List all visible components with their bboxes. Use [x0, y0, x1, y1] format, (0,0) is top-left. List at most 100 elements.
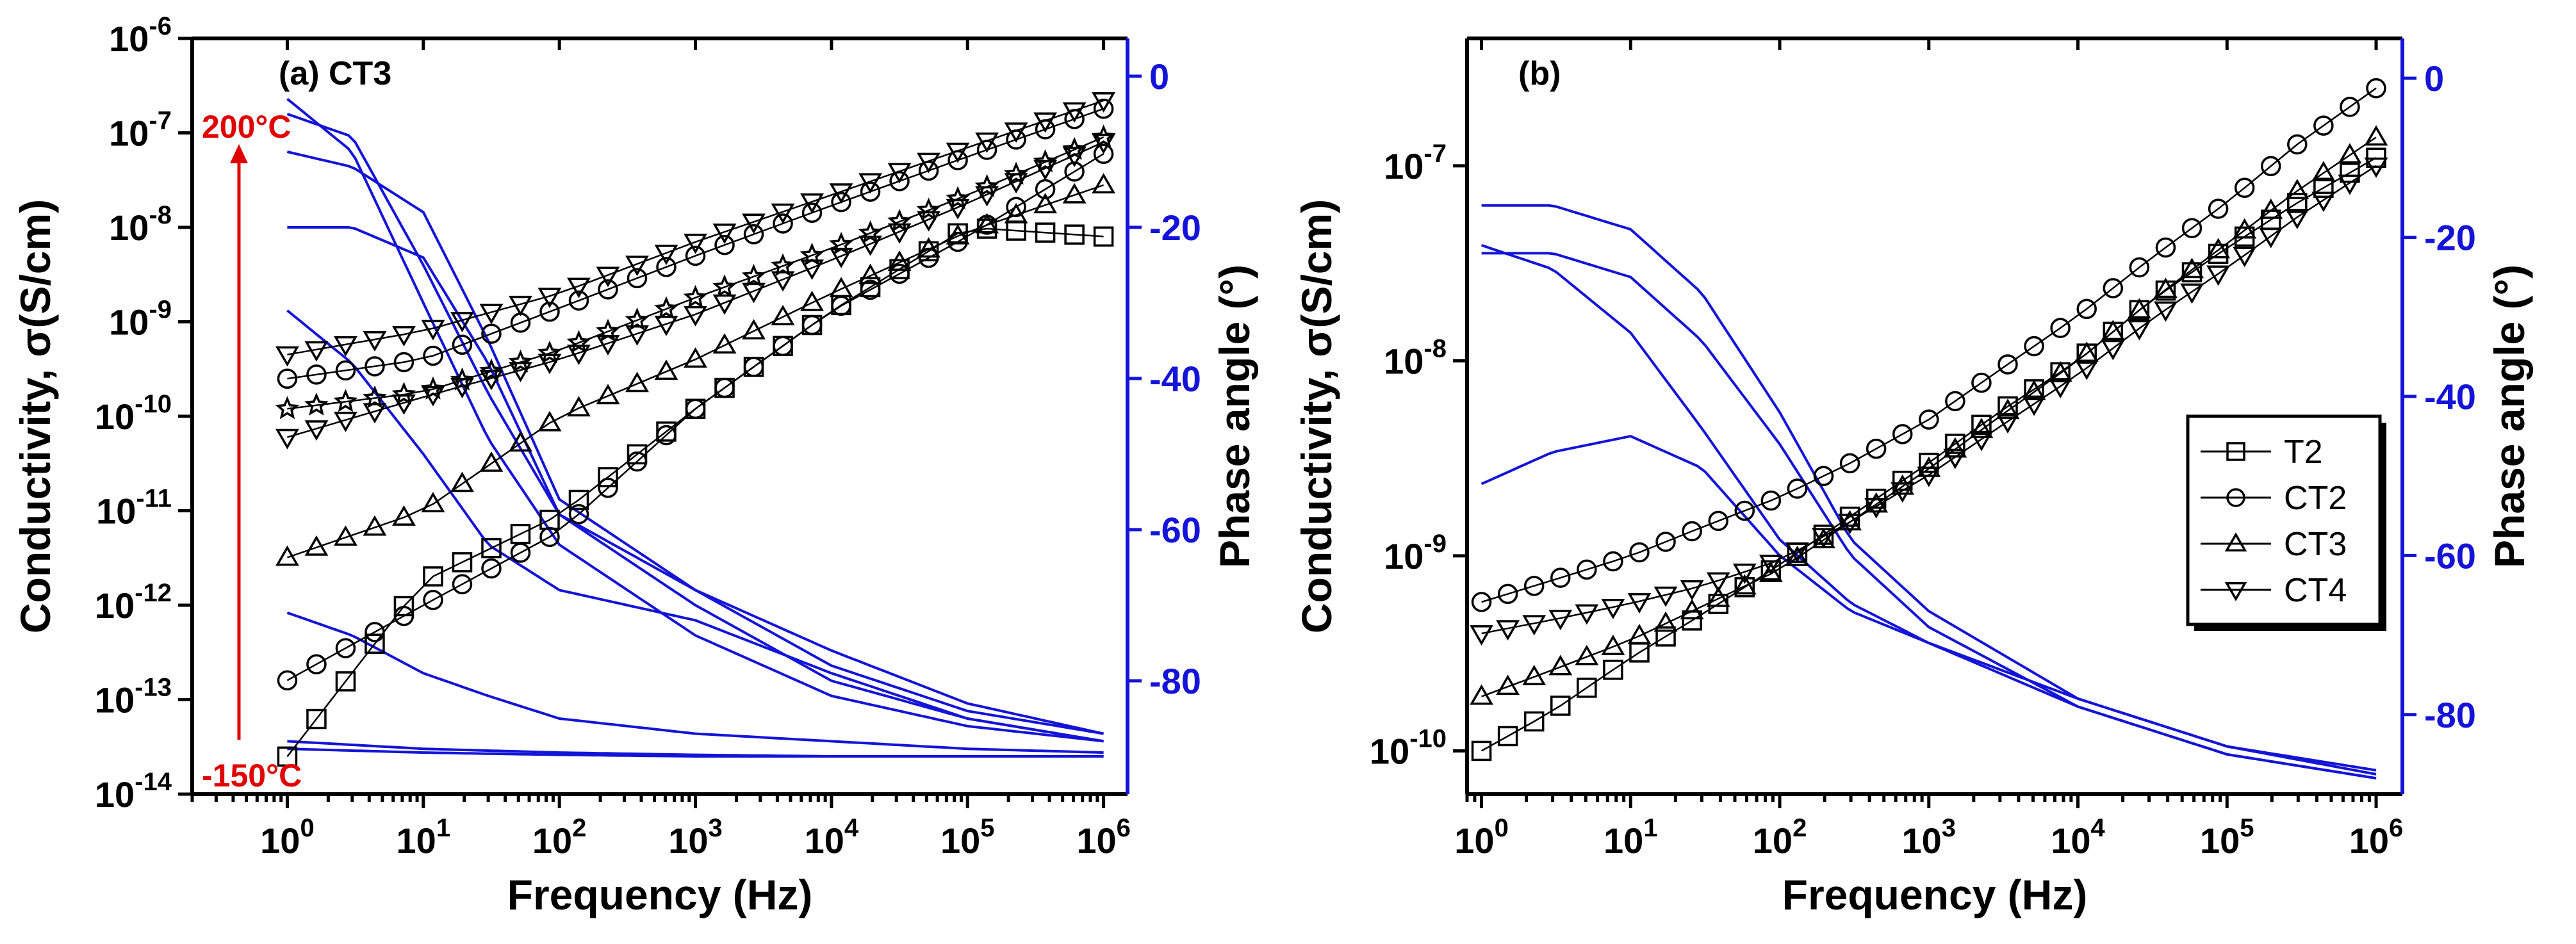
data-point: [1550, 696, 1571, 716]
data-point: [333, 389, 358, 412]
data-point: [829, 277, 853, 298]
data-point: [1062, 102, 1087, 123]
data-point: [334, 411, 357, 432]
data-point: [2127, 298, 2151, 319]
data-point: [568, 489, 589, 510]
data-point: [508, 349, 533, 373]
data-point: [946, 142, 970, 163]
data-point: [365, 622, 385, 642]
data-point: [1760, 490, 1782, 511]
data-point: [1062, 136, 1087, 160]
data-point: [363, 385, 387, 409]
data-point: [685, 398, 706, 419]
x-tick-label: 101: [1604, 814, 1658, 861]
data-point: [2181, 262, 2203, 282]
data-point: [1706, 586, 1730, 607]
data-point: [656, 425, 677, 446]
data-point: [1548, 610, 1573, 631]
data-point: [452, 334, 473, 355]
data-point: [1892, 424, 1913, 444]
data-point: [1035, 222, 1056, 243]
x-tick-label: 100: [260, 814, 315, 861]
data-point: [1838, 514, 1862, 535]
data-point: [1969, 430, 1994, 452]
data-point: [887, 163, 912, 184]
data-point: [684, 233, 707, 254]
data-point: [858, 173, 882, 194]
data-point: [743, 224, 764, 245]
data-point: [1497, 726, 1518, 747]
data-point: [1866, 438, 1887, 459]
data-point: [1759, 555, 1783, 576]
data-point: [335, 360, 356, 381]
data-point: [1062, 183, 1087, 204]
data-point: [421, 376, 445, 400]
data-point: [1945, 391, 1965, 412]
legend-marker: [2224, 582, 2247, 601]
data-point: [1064, 161, 1085, 182]
data-point: [1996, 413, 2020, 434]
data-point: [1760, 560, 1782, 581]
data-point: [2022, 395, 2046, 416]
data-point: [683, 284, 708, 308]
data-point: [304, 420, 329, 441]
data-point: [1577, 678, 1597, 698]
data-point: [2101, 339, 2125, 361]
data-point: [304, 392, 329, 416]
data-point: [1092, 173, 1116, 193]
conductivity-series-t2: [1471, 147, 2386, 761]
data-point: [2260, 156, 2281, 177]
data-point: [1497, 583, 1518, 605]
y-axis-title: Conductivity, σ(S/cm): [1293, 199, 1340, 633]
data-point: [2048, 378, 2072, 399]
data-point: [1787, 478, 1808, 499]
data-point: [974, 174, 999, 197]
data-point: [334, 336, 357, 357]
data-point: [1091, 124, 1116, 148]
data-point: [889, 171, 910, 191]
data-point: [1601, 635, 1625, 655]
data-point: [450, 367, 475, 391]
data-point: [1064, 224, 1085, 245]
y2-tick-label: -60: [2424, 535, 2476, 576]
phase-curve-8: [287, 747, 1104, 758]
temperature-arrow: [230, 144, 248, 740]
data-point: [887, 223, 912, 244]
data-point: [277, 368, 298, 389]
conductivity-series-t6: [277, 99, 1114, 389]
y2-tick-label: -80: [2424, 695, 2476, 735]
y2-axis-title: Phase angle (°): [1211, 264, 1258, 568]
data-point: [2338, 174, 2362, 195]
data-point: [627, 451, 648, 472]
data-point: [2311, 161, 2336, 182]
data-point: [831, 191, 851, 213]
conductivity-series-t3: [275, 173, 1116, 566]
data-point: [1919, 409, 1939, 430]
x-axis-title: Frequency (Hz): [1782, 871, 2088, 918]
data-point: [2259, 198, 2283, 219]
data-point: [1004, 122, 1028, 143]
data-point: [393, 352, 414, 373]
y-tick-label: 10-7: [109, 107, 172, 154]
data-point: [1813, 466, 1834, 486]
data-point: [712, 294, 737, 315]
data-point: [596, 335, 620, 355]
y2-tick-label: -40: [2424, 377, 2476, 417]
phase-curve-5: [286, 309, 1104, 743]
y2-tick-label: -20: [1149, 208, 1201, 248]
data-point: [1006, 197, 1026, 217]
data-point: [917, 152, 941, 174]
data-point: [1033, 112, 1058, 133]
legend-label: CT4: [2284, 572, 2347, 609]
data-point: [773, 213, 793, 234]
data-point: [335, 638, 356, 658]
data-point: [509, 431, 532, 452]
data-point: [1033, 149, 1058, 173]
data-point: [306, 654, 327, 674]
annotation-bottom: -150°C: [202, 758, 302, 793]
panel-label: (b): [1518, 55, 1561, 92]
data-point: [625, 371, 649, 393]
conductivity-series-t2: [277, 143, 1114, 691]
data-point: [275, 346, 299, 367]
x-tick-label: 106: [1076, 814, 1131, 861]
